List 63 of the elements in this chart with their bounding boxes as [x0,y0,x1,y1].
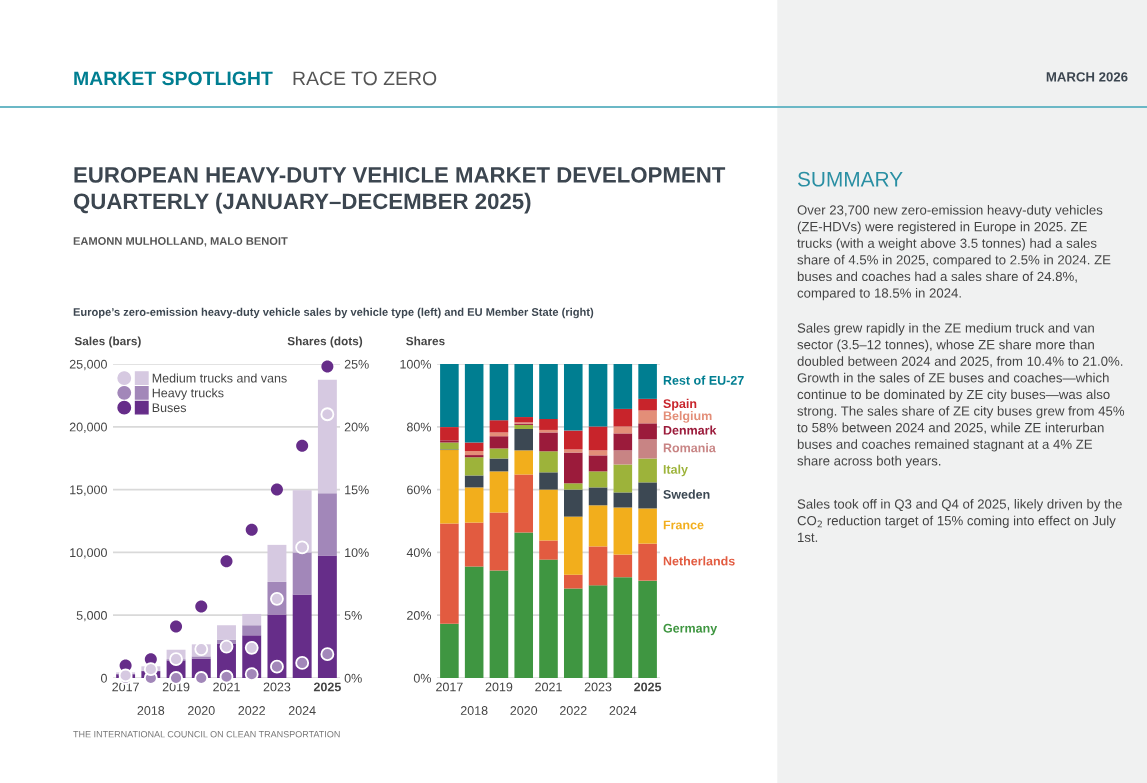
y2-tick-label: 15% [345,485,369,495]
legend-label: Buses [152,403,187,413]
x-tick-label: 2018 [460,706,488,715]
y-tick-label: 40% [406,548,431,558]
y2-tick-label: 20% [344,422,369,432]
series-label: Belgium [663,411,712,423]
series-label: Rest of EU-27 [663,375,744,385]
series-label: Germany [663,623,718,636]
text: MARCH 2026 [1046,72,1128,82]
x-tick-label: 2025 [634,682,662,692]
x-tick-label: 2024 [288,706,316,715]
x-tick-label: 2024 [609,706,637,715]
y-tick-label: 15,000 [70,485,107,496]
series-label: Sweden [663,489,710,499]
text: Europe’s zero-emission heavy-duty vehicle sales by vehicle type (left) and EU Member State (right) [73,307,594,319]
y2-tick-label: 0% [344,673,362,683]
x-tick-label: 2023 [263,682,291,692]
x-tick-label: 2022 [238,706,265,715]
text: Sales grew rapidly in the ZE medium truck and van sector (3.5–12 tonnes), whose ZE share more than doubled between 2024 and 2025, from 10.4% to 21.0%. Growth in the sales of ZE buses and coaches—which continue to be dominated by ZE city buses—was also strong. The sales share of ZE city buses grew from 45% to 58% between 2024 and 2025, while ZE interurban buses and coaches remained stagnant at a 4% ZE share across both years. [797,323,1125,469]
series-label: Spain [663,398,697,411]
y2-tick-label: 10% [345,548,369,558]
legend-label: Medium trucks and vans [152,373,287,383]
text: MARKET SPOTLIGHT [74,71,273,86]
y-tick-label: 100% [400,359,431,369]
y-tick-label: 80% [406,422,431,432]
x-tick-label: 2022 [560,706,587,715]
text: THE INTERNATIONAL COUNCIL ON CLEAN TRANSPORTATION [73,731,340,738]
text: EUROPEAN HEAVY-DUTY VEHICLE MARKET DEVELOPMENT QUARTERLY (JANUARY–DECEMBER 2025) [73,167,726,214]
x-tick-label: 2021 [213,682,240,692]
x-tick-label: 2019 [485,682,513,692]
y-tick-label: 10,000 [70,548,107,559]
series-label: Denmark [663,425,717,435]
series-label: Romania [663,443,716,453]
chart-subtitle: EAMONN MULHOLLAND, MALO BENOIT [73,237,288,247]
x-tick-label: 2018 [137,706,165,715]
y-tick-label: 20% [407,611,431,620]
x-tick-label: 2017 [112,682,139,692]
text: RACE TO ZERO [293,71,437,86]
y-tick-label: 0% [413,673,431,683]
y2-tick-label: 5% [344,611,362,620]
x-tick-label: 2020 [188,706,215,715]
y-tick-label: 60% [407,485,431,495]
x-tick-label: 2020 [510,706,538,715]
x-tick-label: 2025 [313,682,341,692]
series-label: France [663,520,704,530]
x-tick-label: 2017 [436,682,463,692]
y2-axis-title: Shares (dots) [287,336,363,348]
legend-label: Heavy trucks [152,388,224,400]
text: Over 23,700 new zero-emission heavy-duty vehicles (ZE-HDVs) were registered in Europe in 2025. ZE trucks (with a weight above 3.5 tonnes) had a sales share of 4.5% in 2025, compared to 2.5% in 2024. ZE buses and coaches had a sales share of 24.8%, compared to 18.5% in 2024. [797,205,1111,301]
y-tick-label: 5,000 [76,611,107,622]
x-tick-label: 2021 [535,682,562,692]
y-tick-label: 25,000 [69,359,107,371]
x-tick-label: 2023 [584,682,612,692]
y-axis-title: Sales (bars) [74,336,141,348]
y-axis-title: Shares [406,336,445,346]
x-tick-label: 2019 [162,682,190,692]
text: SUMMARY [797,171,903,187]
text: Sales took off in Q3 and Q4 of 2025, likely driven by the CO$_{2}$ reduction target of 15% coming into effect on July 1st. [797,499,1122,543]
y-tick-label: 0 [100,673,107,683]
series-label: Italy [663,464,688,477]
series-label: Netherlands [663,556,735,566]
y2-tick-label: 25% [344,359,369,369]
y-tick-label: 20,000 [69,422,107,433]
